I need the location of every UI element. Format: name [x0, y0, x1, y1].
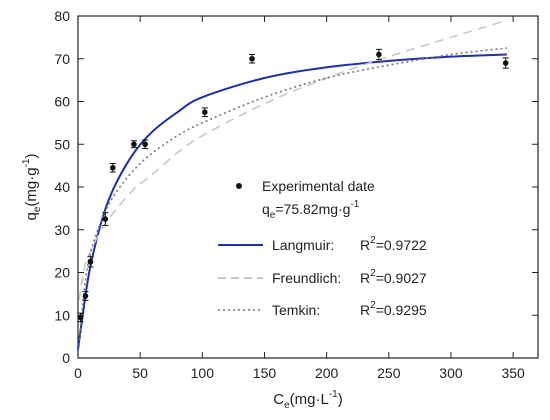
data-point [77, 314, 84, 321]
r2-freundlich: R2=0.9027 [360, 268, 427, 286]
x-tick-label: 200 [315, 365, 339, 381]
legend-label-temkin: Temkin: [272, 302, 320, 318]
legend-point-marker [236, 183, 242, 189]
y-tick-label: 70 [54, 51, 70, 67]
x-axis-title: Ce(mg·L-1) [273, 389, 342, 411]
data-point [142, 141, 148, 148]
x-tick-label: 0 [74, 365, 82, 381]
qe-annotation: qe=75.82mg·g-1 [262, 199, 360, 221]
data-point [131, 141, 137, 148]
y-tick-label: 0 [62, 350, 70, 366]
x-axis-ticks: 0 50 100 150 200 250 300 350 [74, 16, 525, 381]
legend: Experimental date qe=75.82mg·g-1 Langmui… [218, 178, 427, 318]
data-point [87, 259, 94, 265]
y-axis-title: qe(mg·g-1) [21, 154, 43, 221]
data-point [110, 164, 116, 171]
x-tick-label: 50 [132, 365, 148, 381]
y-tick-label: 20 [54, 265, 70, 281]
data-point [82, 293, 89, 299]
y-tick-label: 10 [54, 307, 70, 323]
y-axis-ticks: 0 10 20 30 40 50 60 70 80 [54, 8, 538, 366]
data-point [502, 60, 509, 66]
legend-label-langmuir: Langmuir: [272, 237, 334, 253]
x-tick-label: 250 [377, 365, 401, 381]
legend-label-freundlich: Freundlich: [272, 270, 341, 286]
y-tick-label: 30 [54, 222, 70, 238]
r2-temkin: R2=0.9295 [360, 300, 427, 318]
y-tick-label: 40 [54, 179, 70, 195]
x-tick-label: 150 [253, 365, 277, 381]
data-point [249, 55, 255, 62]
x-tick-label: 100 [191, 365, 215, 381]
x-tick-label: 350 [501, 365, 525, 381]
y-tick-label: 60 [54, 94, 70, 110]
x-tick-label: 300 [439, 365, 463, 381]
y-tick-label: 50 [54, 136, 70, 152]
y-tick-label: 80 [54, 8, 70, 24]
data-point [376, 51, 382, 58]
data-point [202, 109, 208, 115]
data-point [102, 216, 109, 222]
legend-label-experimental: Experimental date [262, 178, 375, 194]
experimental-points [77, 48, 509, 323]
fit-curve-temkin [78, 47, 508, 346]
r2-langmuir: R2=0.9722 [360, 235, 427, 253]
